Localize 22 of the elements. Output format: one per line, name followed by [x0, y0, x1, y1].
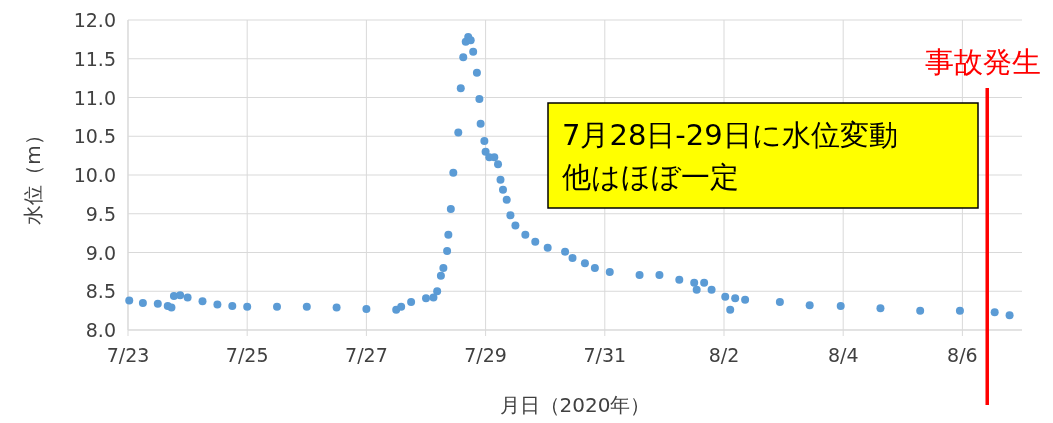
x-tick-label: 7/23: [106, 344, 150, 366]
y-tick-label: 8.0: [85, 319, 116, 341]
annotation: 7月28日-29日に水位変動: [562, 118, 898, 152]
x-tick-label: 7/25: [225, 344, 269, 366]
y-tick-label: 11.0: [73, 86, 116, 109]
x-tick-label: 7/31: [583, 344, 627, 366]
y-tick-label: 9.5: [85, 202, 116, 225]
y-tick-label: 12.0: [73, 9, 116, 31]
y-tick-label: 8.5: [85, 280, 116, 303]
y-tick-label: 9.0: [85, 241, 116, 264]
x-tick-label: 8/2: [708, 344, 740, 366]
y-tick-label: 11.5: [73, 47, 116, 70]
ref-line-label: 事故発生: [925, 45, 1041, 79]
x-tick-label: 7/27: [345, 344, 388, 366]
y-tick-label: 10.5: [73, 125, 116, 148]
y-tick-label: 10.0: [73, 164, 116, 186]
x-tick-label: 8/4: [827, 344, 859, 366]
x-axis-title: 月日（2020年）: [499, 393, 651, 417]
x-tick-label: 7/29: [464, 344, 507, 366]
x-tick-label: 8/6: [947, 344, 978, 366]
annotation: 他はほぼ一定: [562, 160, 739, 194]
y-axis-title: 水位（m）: [21, 125, 45, 225]
